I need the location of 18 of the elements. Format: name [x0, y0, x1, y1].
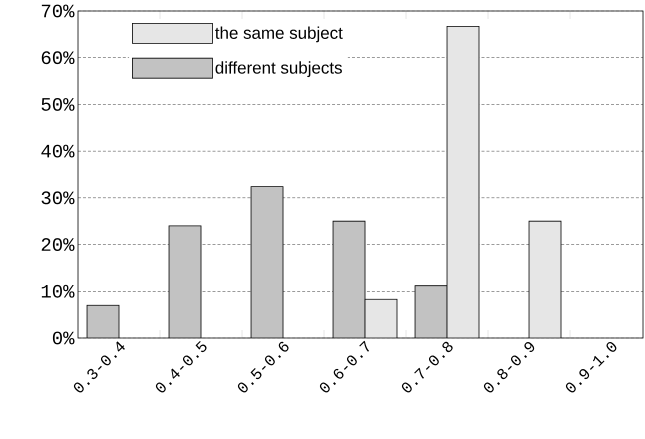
y-tick-label: 60% — [42, 51, 74, 64]
y-tick-label: 70% — [42, 4, 74, 18]
bar — [250, 186, 284, 338]
legend-label: different subjects — [216, 61, 342, 78]
bar — [86, 304, 120, 338]
bar — [528, 220, 562, 338]
y-tick-label: 20% — [42, 238, 74, 251]
y-tick-label: 50% — [42, 98, 74, 111]
legend-label: the same subject — [215, 26, 343, 42]
bar — [446, 26, 480, 338]
y-tick-label: 40% — [41, 144, 74, 158]
bar — [332, 220, 366, 338]
y-tick-label: 30% — [42, 191, 74, 204]
bar — [364, 298, 398, 338]
y-tick-label: 10% — [42, 284, 74, 298]
bar — [414, 285, 448, 338]
bar — [168, 225, 202, 338]
y-tick-label: 0% — [52, 332, 74, 344]
